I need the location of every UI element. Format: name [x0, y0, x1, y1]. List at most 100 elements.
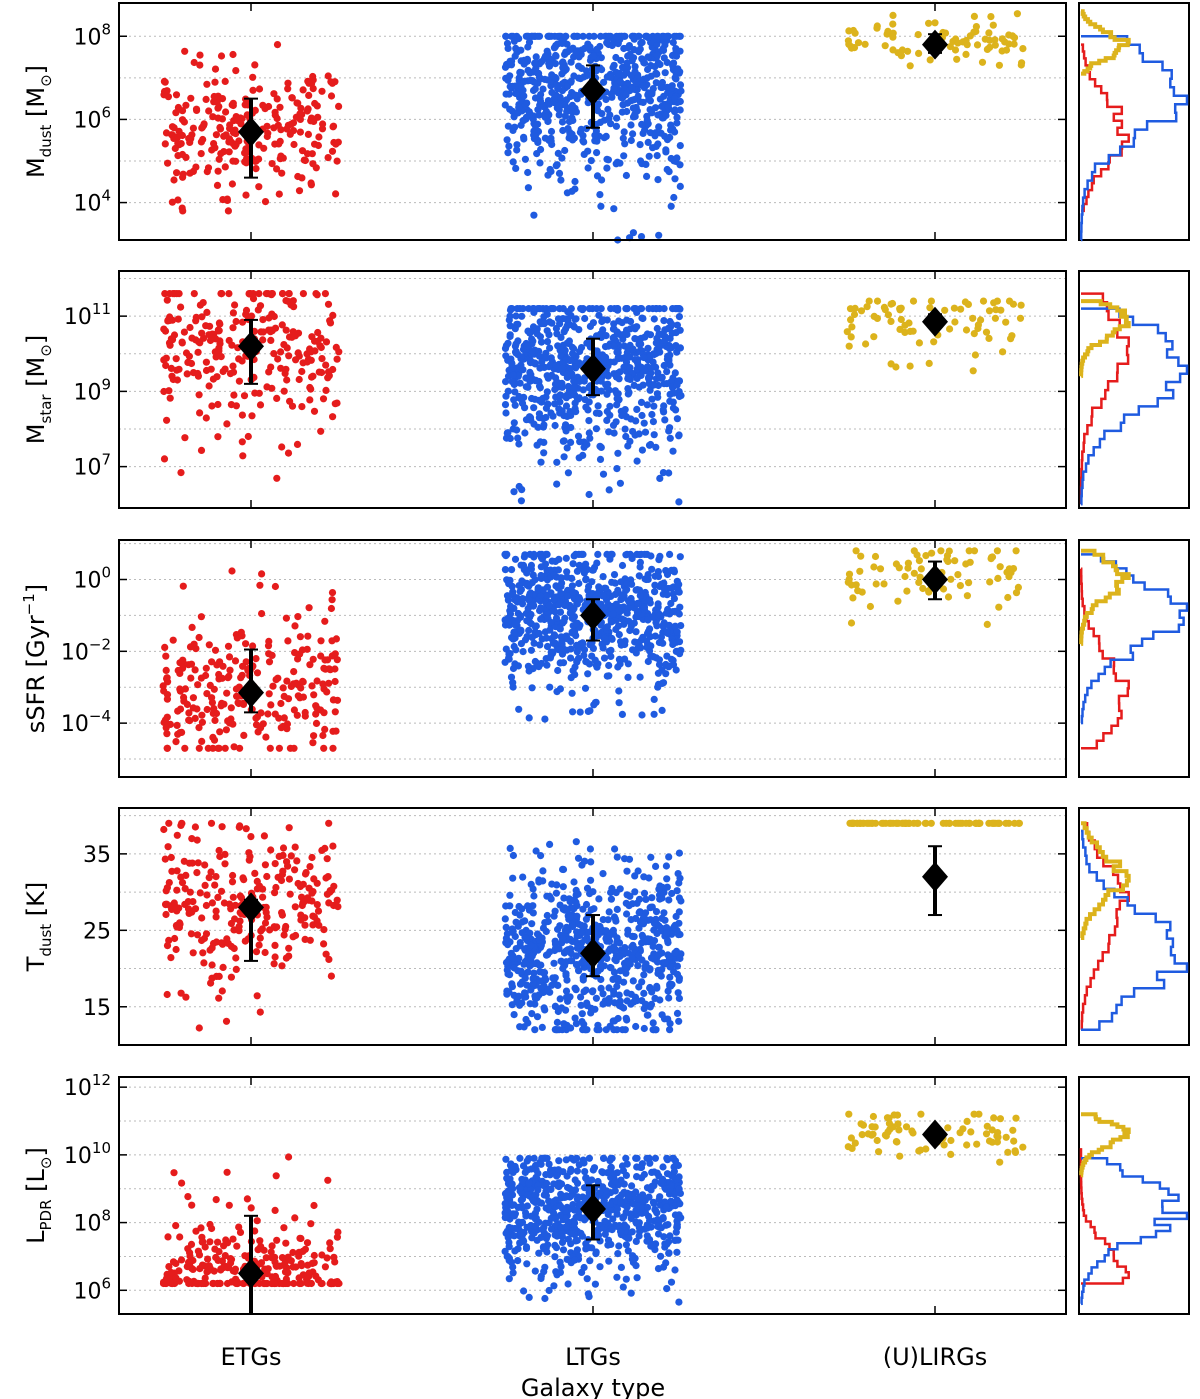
data-point — [322, 338, 331, 346]
data-point — [276, 103, 284, 111]
data-point — [672, 912, 680, 921]
data-point — [583, 1026, 591, 1034]
data-point — [675, 498, 683, 506]
data-point — [590, 32, 598, 40]
data-point — [537, 659, 546, 668]
data-point — [657, 330, 666, 338]
data-point — [216, 728, 224, 736]
data-point — [537, 852, 545, 860]
data-point — [851, 29, 859, 37]
data-point — [979, 297, 988, 305]
data-point — [531, 122, 540, 130]
data-point — [845, 27, 853, 35]
data-point — [203, 308, 211, 316]
y-tick-label: 1011 — [64, 300, 111, 330]
data-point — [946, 325, 954, 333]
data-point — [951, 557, 959, 565]
data-point — [531, 377, 540, 385]
data-point — [233, 692, 241, 700]
data-point — [328, 147, 337, 155]
data-point — [628, 1255, 637, 1263]
data-point — [584, 164, 592, 172]
data-point — [323, 688, 331, 696]
data-point — [203, 891, 211, 899]
data-point — [271, 1272, 280, 1281]
data-point — [501, 401, 510, 409]
data-point — [556, 93, 564, 101]
data-point — [597, 387, 606, 395]
data-point — [510, 964, 518, 972]
data-point — [594, 1021, 602, 1029]
data-point — [660, 305, 668, 313]
data-point — [944, 557, 952, 566]
data-point — [611, 999, 619, 1007]
data-point — [288, 94, 296, 102]
data-point — [212, 873, 220, 881]
data-point — [188, 623, 196, 632]
data-point — [259, 328, 267, 336]
data-point — [568, 574, 576, 583]
data-point — [671, 106, 679, 114]
data-point — [563, 568, 571, 576]
data-point — [184, 898, 192, 906]
data-point — [574, 432, 583, 440]
data-point — [641, 428, 650, 436]
data-point — [235, 927, 243, 935]
data-point — [220, 132, 228, 140]
data-point — [224, 207, 232, 215]
data-point — [197, 138, 205, 146]
data-point — [209, 375, 217, 383]
data-point — [529, 885, 537, 893]
data-point — [607, 895, 616, 903]
data-point — [614, 449, 622, 457]
data-point — [322, 950, 330, 958]
data-point — [596, 962, 605, 970]
data-point — [671, 175, 679, 183]
data-point — [240, 392, 249, 400]
data-point — [198, 313, 206, 321]
data-point — [643, 172, 651, 180]
data-point — [177, 1256, 186, 1264]
data-point — [176, 1233, 184, 1241]
data-point — [593, 137, 601, 145]
data-point — [177, 303, 185, 311]
data-point — [559, 64, 567, 72]
data-point — [850, 310, 859, 319]
data-point — [521, 989, 529, 997]
data-point — [172, 945, 180, 954]
data-point — [559, 865, 568, 874]
data-point — [173, 376, 181, 384]
data-point — [330, 901, 338, 910]
data-point — [285, 1153, 293, 1161]
data-point — [673, 415, 682, 423]
data-point — [177, 469, 185, 477]
data-point — [243, 154, 251, 163]
data-point — [987, 13, 995, 21]
data-point — [643, 74, 651, 82]
data-point — [283, 376, 291, 384]
data-point — [215, 994, 223, 1002]
data-point — [242, 640, 250, 648]
data-point — [192, 1279, 200, 1288]
data-point — [965, 579, 973, 587]
data-point — [177, 140, 185, 148]
data-point — [548, 319, 556, 327]
data-point — [271, 860, 279, 868]
data-point — [599, 1000, 607, 1008]
data-point — [651, 632, 660, 640]
data-point — [575, 594, 583, 602]
data-point — [612, 122, 621, 130]
data-point — [528, 920, 536, 928]
data-point — [640, 971, 648, 979]
data-point — [214, 433, 222, 441]
data-point — [562, 402, 571, 410]
data-point — [665, 427, 673, 435]
data-point — [202, 901, 210, 910]
data-point — [663, 83, 671, 91]
data-point — [529, 979, 537, 988]
data-point — [193, 705, 201, 713]
data-point — [330, 1253, 338, 1261]
data-point — [517, 353, 525, 361]
data-point — [282, 954, 290, 962]
